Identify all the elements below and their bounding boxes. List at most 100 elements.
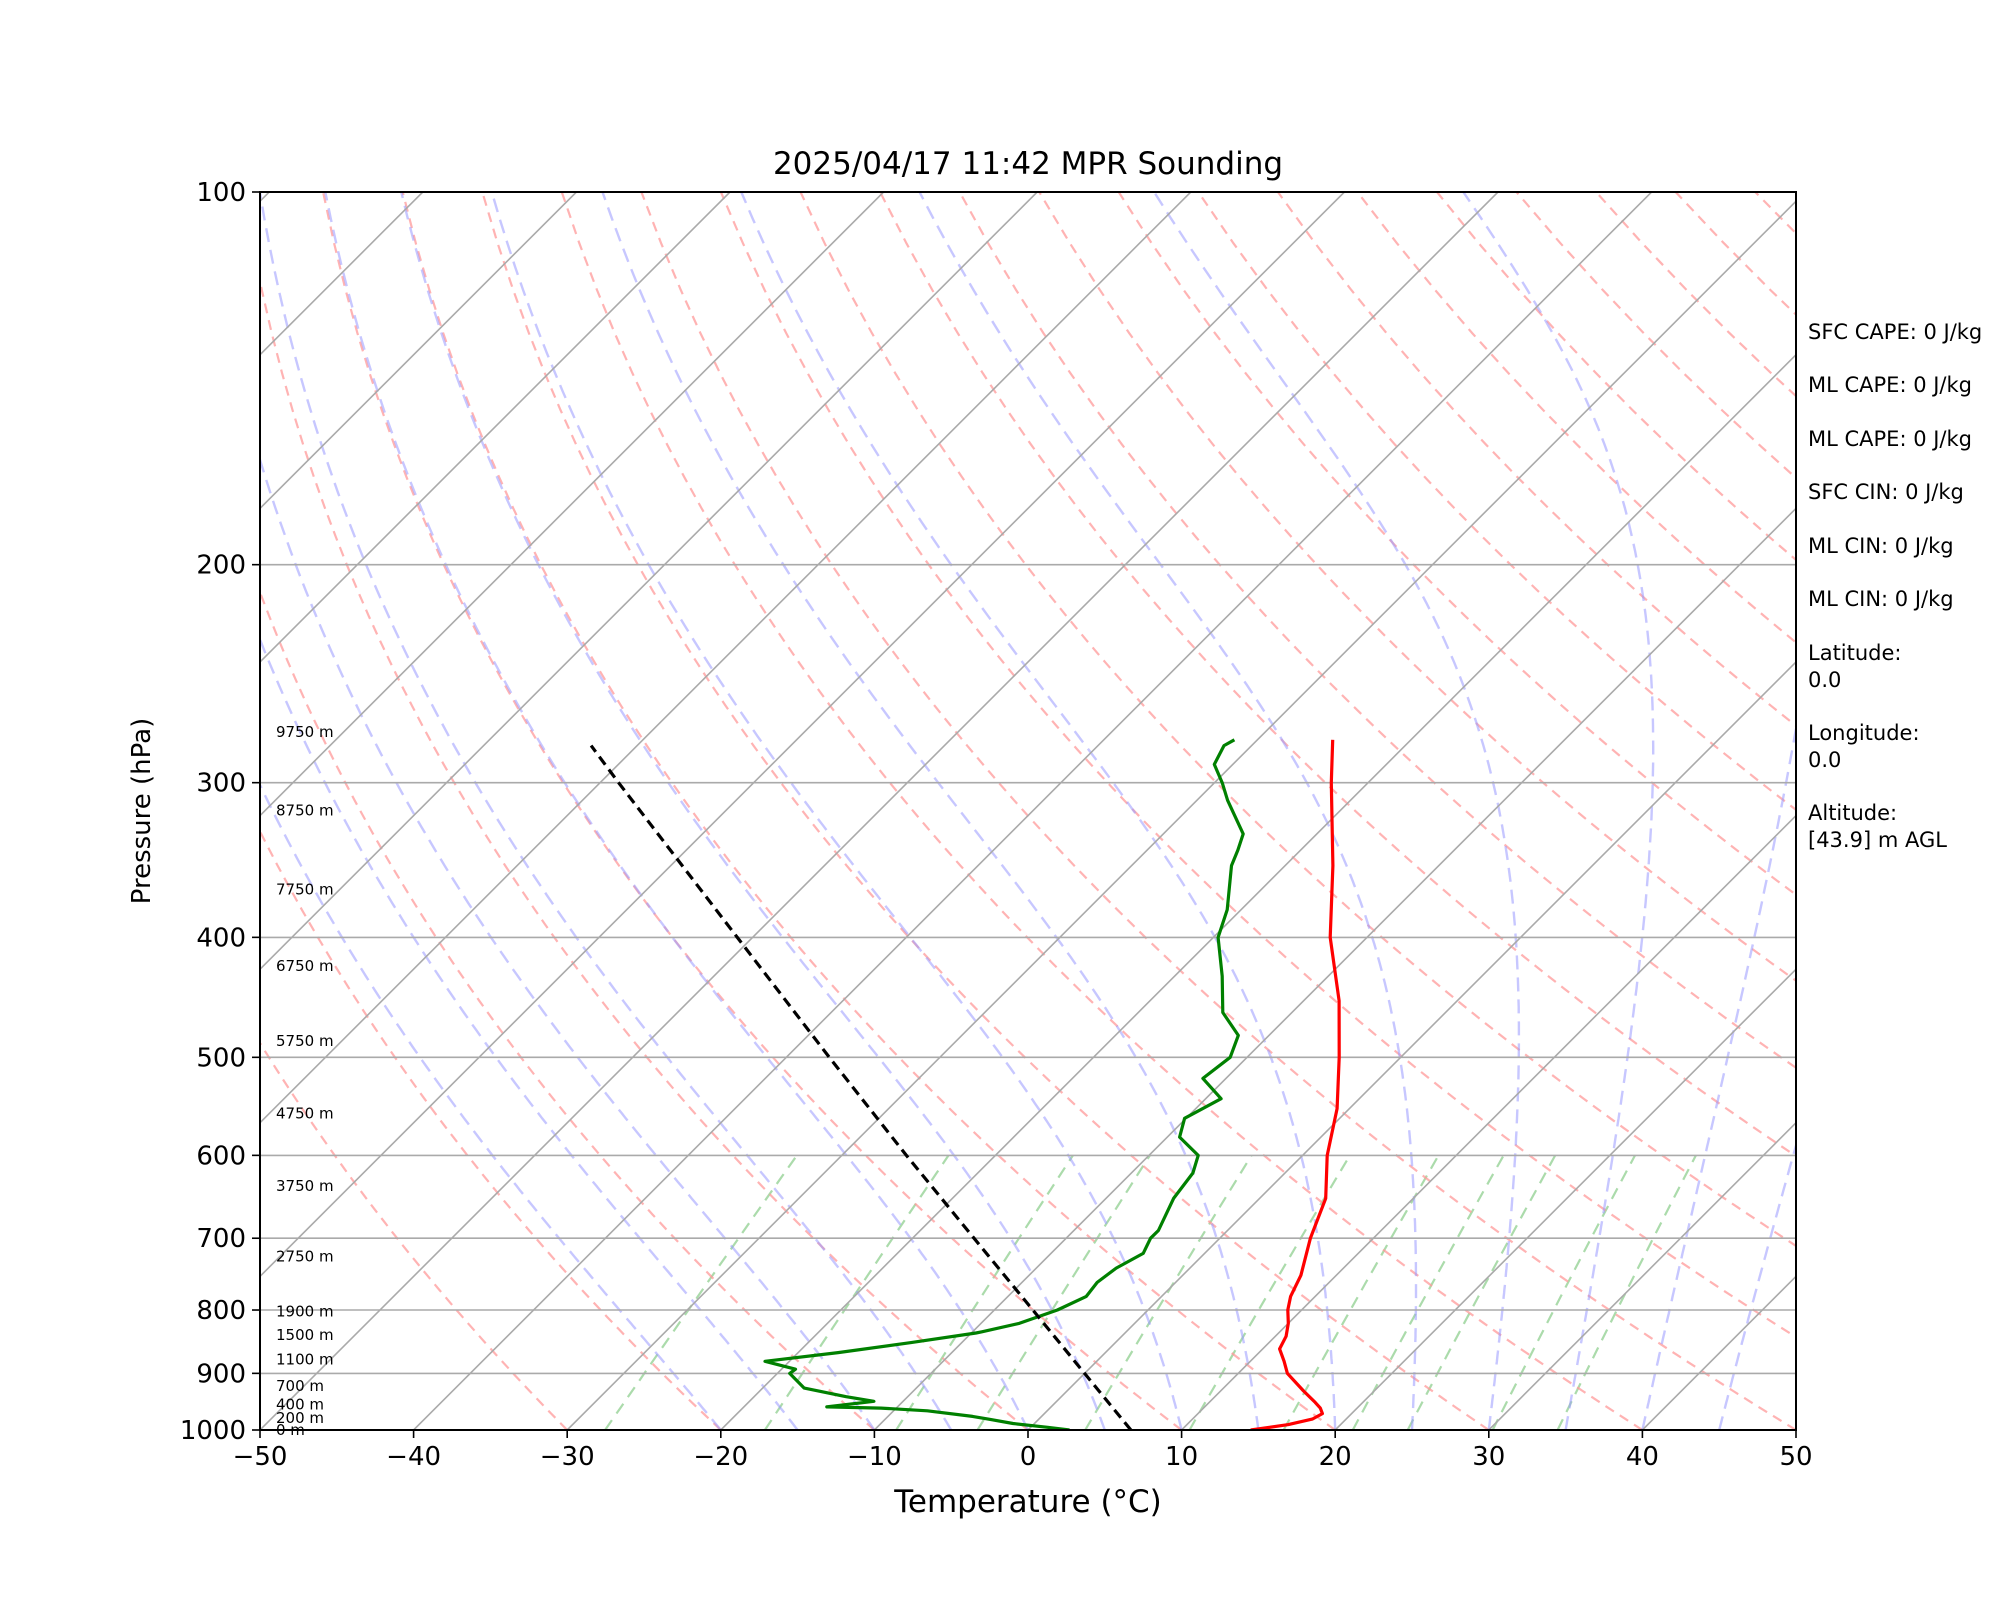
moist-adiabat-line [1641, 721, 1796, 1430]
info-line: Altitude: [1808, 801, 1897, 825]
dry-adiabats [260, 192, 1796, 1430]
x-tick-label: 10 [1165, 1442, 1198, 1472]
height-label: 400 m [276, 1396, 324, 1414]
moist-adiabat-line [1718, 1141, 1796, 1430]
height-label: 4750 m [276, 1104, 334, 1122]
moist-adiabat-line [260, 782, 722, 1430]
isotherm-line [873, 507, 1796, 1430]
height-label: 1900 m [276, 1302, 334, 1320]
info-line: 0.0 [1808, 748, 1841, 772]
y-axis-label: Pressure (hPa) [127, 718, 157, 905]
moist-adiabats [260, 192, 1796, 1430]
height-label: 5750 m [276, 1032, 334, 1050]
mixing-ratio-line [1556, 1154, 1697, 1430]
isotherm-line [260, 192, 1038, 971]
x-axis-ticks: −50 −40 −30 −20 −10 0 10 20 30 40 50 [233, 1430, 1813, 1472]
info-line: ML CIN: 0 J/kg [1808, 534, 1954, 558]
height-label: 0 m [276, 1421, 305, 1439]
height-label: 9750 m [276, 723, 334, 741]
moist-adiabat-line [918, 192, 1418, 1430]
info-line: Latitude: [1808, 641, 1902, 665]
dry-adiabat-line [560, 192, 1643, 1430]
x-tick-label: 50 [1779, 1442, 1812, 1472]
height-label: 1100 m [276, 1350, 334, 1368]
y-tick-label: 600 [196, 1141, 246, 1171]
dry-adiabat-line [1277, 192, 1796, 728]
x-tick-label: 20 [1319, 1442, 1352, 1472]
info-panel: SFC CAPE: 0 J/kg ML CAPE: 0 J/kg ML CAPE: … [1808, 320, 1982, 852]
isotherm-line [720, 353, 1796, 1430]
dry-adiabat-line [401, 192, 1336, 1430]
mixing-ratio-line [895, 1154, 1074, 1430]
isotherms [0, 192, 1796, 1430]
moist-adiabat-line [260, 192, 953, 1430]
isotherm-line [260, 192, 577, 510]
chart-title: 2025/04/17 11:42 MPR Sounding [773, 146, 1283, 182]
y-tick-label: 200 [196, 551, 246, 581]
info-line: SFC CIN: 0 J/kg [1808, 480, 1964, 504]
y-tick-label: 900 [196, 1359, 246, 1389]
height-label: 6750 m [276, 957, 334, 975]
y-tick-label: 100 [196, 178, 246, 208]
dry-adiabat-line [260, 829, 722, 1430]
info-line: ML CAPE: 0 J/kg [1808, 373, 1972, 397]
moist-adiabat-line [400, 192, 1106, 1430]
info-line: [43.9] m AGL [1808, 828, 1947, 852]
y-axis-ticks: 100 200 300 400 500 600 700 800 900 1000 [180, 178, 260, 1446]
y-tick-label: 500 [196, 1043, 246, 1073]
height-label: 200 m [276, 1409, 324, 1427]
dry-adiabat-line [879, 192, 1796, 1158]
parcel-line [589, 744, 1133, 1430]
mixing-ratio-line [604, 1154, 798, 1430]
info-line: 0.0 [1808, 668, 1841, 692]
dry-adiabat-line [640, 192, 1796, 1430]
isotherm-line [260, 192, 1192, 1124]
mixing-ratio-lines [604, 1154, 1697, 1430]
moist-adiabat-line [260, 455, 876, 1430]
moist-adiabat-line [601, 192, 1260, 1430]
y-tick-label: 700 [196, 1224, 246, 1254]
mixing-ratio-line [976, 1154, 1151, 1430]
dry-adiabat-line [260, 589, 876, 1430]
isotherm-line [260, 192, 1345, 1278]
dry-adiabat-line [322, 192, 1183, 1430]
info-line: Longitude: [1808, 721, 1920, 745]
mixing-ratio-line [1188, 1154, 1351, 1430]
moist-adiabat-line [490, 192, 1183, 1430]
isotherm-line [1488, 1121, 1796, 1430]
height-label: 2750 m [276, 1247, 334, 1265]
mixing-ratio-line [1406, 1154, 1557, 1430]
isotherm-line [260, 192, 885, 817]
dry-adiabat-line [719, 192, 1796, 1339]
x-tick-label: 0 [1020, 1442, 1037, 1472]
moist-adiabat-line [1462, 192, 1655, 1430]
dry-adiabat-line [260, 275, 1029, 1430]
height-label: 1500 m [276, 1326, 334, 1344]
x-axis-label: Temperature (°C) [893, 1484, 1162, 1520]
temperature-line [1250, 739, 1341, 1430]
moist-adiabat-line [260, 636, 799, 1430]
isotherm-line [260, 192, 731, 664]
x-tick-label: 30 [1472, 1442, 1505, 1472]
isotherm-line [0, 192, 116, 1430]
isotherm-line [566, 200, 1796, 1430]
dry-adiabat-line [958, 192, 1796, 1070]
dry-adiabat-line [1117, 192, 1796, 897]
dry-adiabat-line [260, 1040, 568, 1430]
x-tick-label: 40 [1626, 1442, 1659, 1472]
moist-adiabat-line [1153, 192, 1521, 1430]
moist-adiabat-line [740, 192, 1337, 1430]
x-tick-label: −20 [693, 1442, 748, 1472]
height-label: 700 m [276, 1377, 324, 1395]
isotherm-line [260, 192, 1499, 1430]
y-tick-label: 1000 [180, 1416, 246, 1446]
y-tick-label: 300 [196, 769, 246, 799]
mixing-ratio-line [1084, 1154, 1253, 1430]
info-line: ML CIN: 0 J/kg [1808, 587, 1954, 611]
y-tick-label: 400 [196, 923, 246, 953]
info-line: SFC CAPE: 0 J/kg [1808, 320, 1982, 344]
info-line: ML CAPE: 0 J/kg [1808, 427, 1972, 451]
mixing-ratio-line [1491, 1154, 1636, 1430]
x-tick-label: −10 [847, 1442, 902, 1472]
